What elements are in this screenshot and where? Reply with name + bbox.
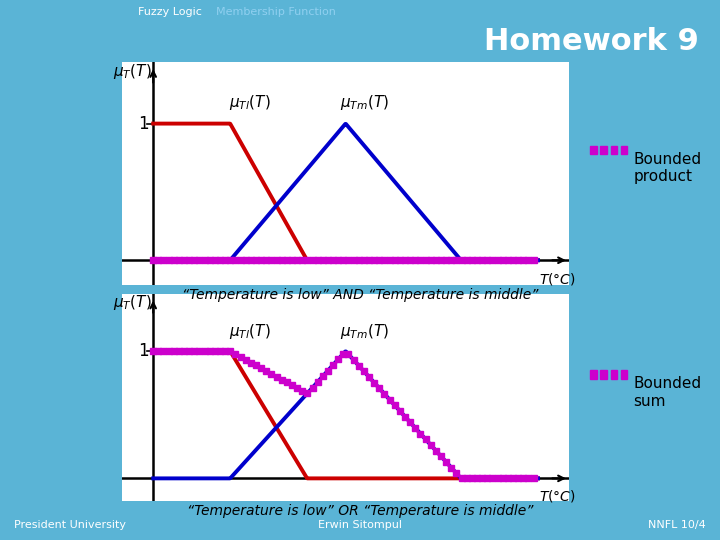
Text: “Temperature is low” AND “Temperature is middle”: “Temperature is low” AND “Temperature is… (181, 287, 539, 301)
Text: NNFL 10/4: NNFL 10/4 (648, 520, 706, 530)
Text: $\mu_{Tl}(T)$: $\mu_{Tl}(T)$ (228, 93, 270, 112)
Text: $\mu_T(T)$: $\mu_T(T)$ (112, 293, 151, 312)
Text: 1: 1 (138, 342, 149, 360)
Text: $\mu_T(T)$: $\mu_T(T)$ (112, 62, 151, 81)
Text: $\mu_{Tm}(T)$: $\mu_{Tm}(T)$ (341, 93, 390, 112)
Text: $T(°C)$: $T(°C)$ (539, 272, 575, 287)
Text: “Temperature is low” OR “Temperature is middle”: “Temperature is low” OR “Temperature is … (186, 504, 534, 518)
Text: Homework 9: Homework 9 (484, 28, 698, 56)
Text: Bounded
sum: Bounded sum (634, 376, 702, 409)
Text: Erwin Sitompul: Erwin Sitompul (318, 520, 402, 530)
Text: $\mu_{Tm}(T)$: $\mu_{Tm}(T)$ (341, 322, 390, 341)
Text: President University: President University (14, 520, 127, 530)
Text: $T(°C)$: $T(°C)$ (539, 488, 575, 504)
Text: Fuzzy Logic: Fuzzy Logic (138, 7, 202, 17)
Text: Membership Function: Membership Function (216, 7, 336, 17)
Text: 1: 1 (138, 114, 149, 133)
Text: $\mu_{Tl}(T)$: $\mu_{Tl}(T)$ (228, 322, 270, 341)
Text: Bounded
product: Bounded product (634, 152, 702, 184)
